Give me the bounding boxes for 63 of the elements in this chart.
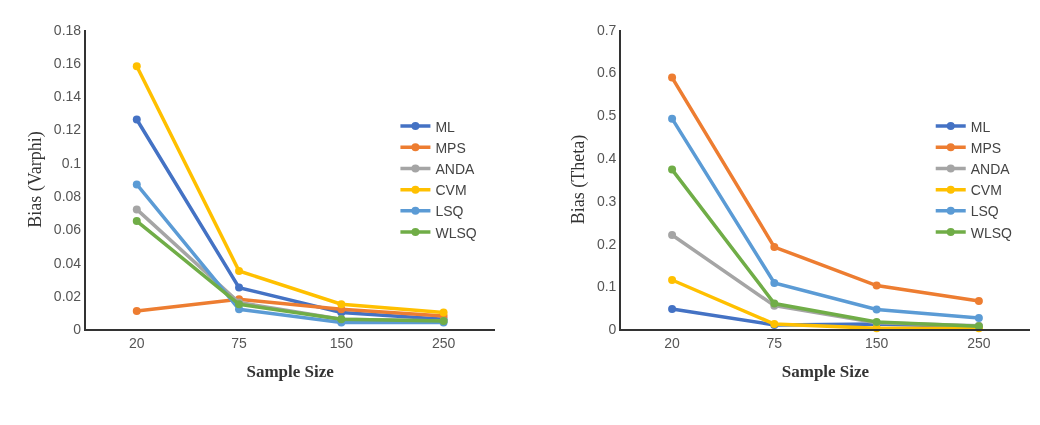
legend-label: ANDA <box>435 160 475 177</box>
y-tick-label: 0 <box>608 321 617 338</box>
y-tick-label: 0.04 <box>53 254 82 271</box>
y-axis-title: Bias (Varphi) <box>24 131 46 228</box>
y-tick-label: 0.02 <box>53 287 82 304</box>
legend-label: CVM <box>435 182 467 199</box>
x-tick-label: 75 <box>766 334 783 351</box>
point <box>337 300 346 309</box>
point <box>132 306 141 315</box>
point <box>872 305 881 314</box>
legend-label: MPS <box>970 139 1002 156</box>
x-tick-label: 250 <box>431 334 456 351</box>
legend-label: WLSQ <box>970 224 1013 241</box>
x-tick-label: 150 <box>864 334 889 351</box>
y-tick-label: 0.16 <box>53 54 82 71</box>
legend-label: ML <box>970 118 991 135</box>
y-tick-label: 0.1 <box>61 154 82 171</box>
point <box>668 305 677 314</box>
point <box>132 205 141 214</box>
y-tick-label: 0.7 <box>596 21 617 38</box>
point <box>668 114 677 123</box>
legend-label: ANDA <box>970 160 1011 177</box>
y-tick-label: 0.08 <box>53 187 82 204</box>
y-axis-title: Bias (Theta) <box>567 134 589 225</box>
x-tick-label: 250 <box>967 334 991 351</box>
y-tick-label: 0.12 <box>53 121 82 138</box>
x-tick-label: 20 <box>128 334 145 351</box>
x-tick-label: 75 <box>231 334 248 351</box>
y-tick-label: 0.1 <box>596 278 617 295</box>
point <box>668 165 677 174</box>
point <box>668 231 677 240</box>
y-tick-label: 0.6 <box>596 64 617 81</box>
point <box>668 73 677 82</box>
y-tick-label: 0.14 <box>53 88 82 105</box>
point <box>132 115 141 124</box>
point <box>132 217 141 226</box>
legend-label: LSQ <box>970 203 999 220</box>
point <box>235 283 244 292</box>
x-axis-title: Sample Size <box>781 361 870 381</box>
point <box>235 266 244 275</box>
y-tick-label: 0.06 <box>53 221 82 238</box>
point <box>770 243 779 252</box>
y-tick-label: 0 <box>73 321 82 338</box>
point <box>974 296 983 305</box>
y-tick-label: 0.2 <box>596 235 617 252</box>
legend-label: LSQ <box>435 203 464 220</box>
y-tick-label: 0.3 <box>596 192 617 209</box>
legend-label: MPS <box>435 139 466 156</box>
point <box>132 62 141 71</box>
point <box>132 180 141 189</box>
legend-label: WLSQ <box>435 224 477 241</box>
x-axis-title: Sample Size <box>246 361 335 381</box>
y-tick-label: 0.18 <box>53 21 82 38</box>
y-tick-label: 0.5 <box>596 107 617 124</box>
point <box>872 281 881 290</box>
x-tick-label: 150 <box>329 334 354 351</box>
point <box>974 314 983 323</box>
point <box>770 278 779 287</box>
point <box>668 275 677 284</box>
x-tick-label: 20 <box>664 334 681 351</box>
y-tick-label: 0.4 <box>596 149 617 166</box>
legend-label: ML <box>435 118 456 135</box>
legend-label: CVM <box>970 182 1002 199</box>
